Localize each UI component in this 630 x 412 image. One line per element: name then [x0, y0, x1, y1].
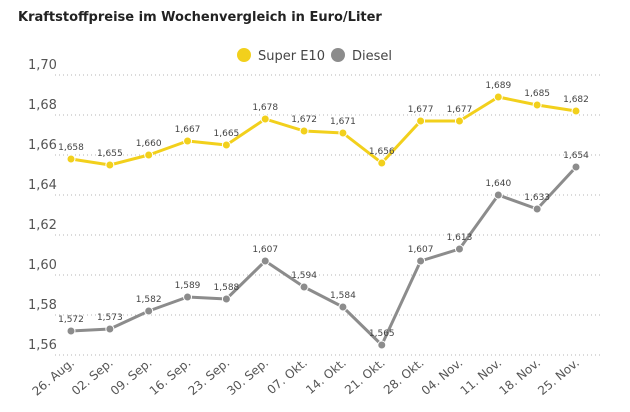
data-label: 1,682 — [563, 95, 589, 105]
data-label: 1,678 — [252, 103, 278, 113]
legend-label: Diesel — [352, 49, 392, 64]
data-point — [66, 326, 76, 336]
data-label: 1,685 — [524, 89, 550, 99]
data-label: 1,665 — [214, 129, 240, 139]
x-tick-label: 07. Okt. — [264, 356, 310, 397]
x-tick-label: 28. Okt. — [381, 356, 427, 397]
y-tick-label: 1,64 — [28, 178, 57, 193]
x-tick-label: 02. Sep. — [69, 356, 116, 398]
legend: Super E10 Diesel — [237, 48, 392, 64]
data-point — [144, 150, 154, 160]
y-tick-label: 1,58 — [28, 298, 57, 313]
data-point — [454, 244, 464, 254]
data-point — [260, 114, 270, 124]
data-labels: 1,658 1,655 1,660 1,667 1,665 1,678 1,672 1,671… — [58, 81, 589, 339]
data-point — [571, 162, 581, 172]
y-tick-label: 1,66 — [28, 138, 57, 153]
legend-marker — [331, 48, 345, 62]
data-label: 1,594 — [291, 271, 317, 281]
data-label: 1,607 — [252, 245, 278, 255]
data-point — [66, 154, 76, 164]
data-label: 1,660 — [136, 139, 162, 149]
x-tick-label: 30. Sep. — [224, 356, 271, 398]
series-line-diesel — [70, 165, 578, 347]
data-label: 1,655 — [97, 149, 123, 159]
y-tick-label: 1,70 — [28, 58, 57, 73]
data-label: 1,588 — [214, 283, 240, 293]
data-point — [338, 128, 348, 138]
x-tick-label: 04. Nov. — [419, 356, 466, 398]
data-point — [377, 158, 387, 168]
data-point — [571, 106, 581, 116]
data-label: 1,584 — [330, 291, 356, 301]
data-point — [105, 160, 115, 170]
data-label: 1,572 — [58, 315, 84, 325]
data-label: 1,654 — [563, 151, 589, 161]
y-tick-label: 1,60 — [28, 258, 57, 273]
x-tick-label: 18. Nov. — [496, 356, 543, 398]
data-label: 1,689 — [485, 81, 511, 91]
data-label: 1,677 — [408, 105, 434, 115]
legend-label: Super E10 — [258, 49, 325, 64]
chart-title: Kraftstoffpreise im Wochenvergleich in E… — [18, 10, 382, 25]
y-tick-label: 1,68 — [28, 98, 57, 113]
data-point — [338, 302, 348, 312]
data-label: 1,565 — [369, 329, 395, 339]
data-point — [454, 116, 464, 126]
data-point — [493, 190, 503, 200]
data-point — [493, 92, 503, 102]
x-tick-label: 14. Okt. — [303, 356, 349, 397]
legend-marker — [237, 48, 251, 62]
x-tick-label: 26. Aug. — [30, 356, 77, 399]
x-tick-label: 16. Sep. — [147, 356, 194, 398]
x-tick-label: 09. Sep. — [108, 356, 155, 398]
data-label: 1,640 — [485, 179, 511, 189]
data-point — [183, 136, 193, 146]
data-label: 1,633 — [524, 193, 550, 203]
series-points — [66, 92, 581, 350]
data-label: 1,658 — [58, 143, 84, 153]
data-point — [144, 306, 154, 316]
data-point — [377, 340, 387, 350]
y-tick-label: 1,62 — [28, 218, 57, 233]
data-point — [299, 126, 309, 136]
data-label: 1,667 — [175, 125, 201, 135]
data-point — [221, 140, 231, 150]
series-line-super-e10 — [70, 95, 577, 167]
x-tick-label: 25. Nov. — [535, 356, 582, 398]
data-label: 1,589 — [175, 281, 201, 291]
y-axis-ticks: 1,56 1,58 1,60 1,62 1,64 1,66 1,68 1,70 — [28, 58, 57, 353]
data-point — [221, 294, 231, 304]
data-point — [183, 292, 193, 302]
data-point — [105, 324, 115, 334]
data-label: 1,656 — [369, 147, 395, 157]
data-label: 1,677 — [447, 105, 473, 115]
data-point — [260, 256, 270, 266]
data-point — [532, 204, 542, 214]
data-label: 1,671 — [330, 117, 356, 127]
x-tick-label: 11. Nov. — [458, 356, 505, 398]
data-point — [416, 256, 426, 266]
data-point — [416, 116, 426, 126]
series-lines — [70, 95, 578, 347]
data-label: 1,573 — [97, 313, 123, 323]
y-tick-label: 1,56 — [28, 338, 57, 353]
data-point — [299, 282, 309, 292]
x-axis-ticks: 26. Aug.02. Sep.09. Sep.16. Sep.23. Sep.… — [30, 356, 582, 399]
data-label: 1,613 — [447, 233, 473, 243]
grid-lines — [55, 74, 602, 356]
x-tick-label: 21. Okt. — [342, 356, 388, 397]
data-label: 1,672 — [291, 115, 317, 125]
data-point — [532, 100, 542, 110]
x-tick-label: 23. Sep. — [186, 356, 233, 398]
data-label: 1,582 — [136, 295, 162, 305]
data-label: 1,607 — [408, 245, 434, 255]
